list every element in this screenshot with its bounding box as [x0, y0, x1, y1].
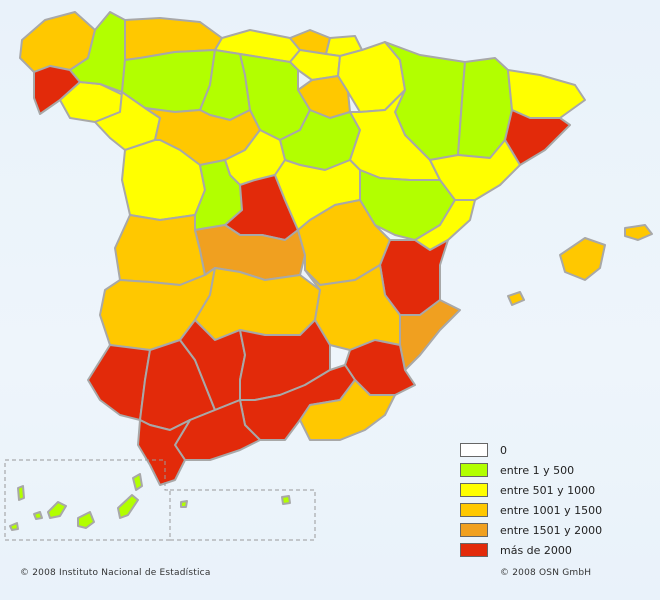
- legend-swatch-1001-1500: [460, 503, 488, 517]
- province-guadalajara[interactable]: [274, 159, 361, 231]
- legend-item-1001-1500: entre 1001 y 1500: [460, 500, 650, 520]
- legend-item-over-2000: más de 2000: [460, 540, 650, 560]
- legend-item-1501-2000: entre 1501 y 2000: [460, 520, 650, 540]
- ceuta-melilla-inset-frame: [169, 489, 316, 541]
- canary-islands-inset-frame: [4, 459, 171, 541]
- island-mallorca[interactable]: [559, 237, 606, 281]
- legend-label-1-500: entre 1 y 500: [500, 463, 575, 477]
- legend-label-0: 0: [500, 443, 507, 457]
- legend-label-over-2000: más de 2000: [500, 543, 572, 557]
- province-tarragona[interactable]: [429, 139, 521, 201]
- province-almeria[interactable]: [299, 379, 396, 441]
- city-melilla[interactable]: [281, 495, 291, 505]
- island-lanzarote[interactable]: [132, 473, 143, 491]
- copyright-ine: © 2008 Instituto Nacional de Estadística: [20, 568, 211, 578]
- island-la-gomera[interactable]: [33, 511, 43, 520]
- legend-swatch-1501-2000: [460, 523, 488, 537]
- legend-swatch-0: [460, 443, 488, 457]
- legend-swatch-1-500: [460, 463, 488, 477]
- legend-label-1001-1500: entre 1001 y 1500: [500, 503, 603, 517]
- island-la-palma[interactable]: [17, 485, 25, 501]
- legend-item-0: 0: [460, 440, 650, 460]
- legend-swatch-over-2000: [460, 543, 488, 557]
- province-girona[interactable]: [507, 69, 586, 119]
- legend-label-501-1000: entre 501 y 1000: [500, 483, 596, 497]
- legend-item-1-500: entre 1 y 500: [460, 460, 650, 480]
- province-cadiz[interactable]: [137, 419, 191, 486]
- legend-label-1501-2000: entre 1501 y 2000: [500, 523, 603, 537]
- island-ibiza[interactable]: [507, 291, 525, 306]
- island-fuerteventura[interactable]: [117, 494, 139, 519]
- copyright-osn: © 2008 OSN GmbH: [500, 568, 592, 578]
- island-gran-canaria[interactable]: [77, 511, 95, 529]
- legend-swatch-501-1000: [460, 483, 488, 497]
- map-legend: 0 entre 1 y 500 entre 501 y 1000 entre 1…: [460, 440, 650, 560]
- province-ciudad-real[interactable]: [194, 267, 321, 341]
- city-ceuta[interactable]: [180, 500, 188, 508]
- island-menorca[interactable]: [624, 224, 653, 241]
- island-tenerife[interactable]: [47, 501, 67, 519]
- inset-frames: [4, 459, 316, 541]
- legend-item-501-1000: entre 501 y 1000: [460, 480, 650, 500]
- island-el-hierro[interactable]: [9, 522, 19, 531]
- province-caceres[interactable]: [114, 214, 206, 286]
